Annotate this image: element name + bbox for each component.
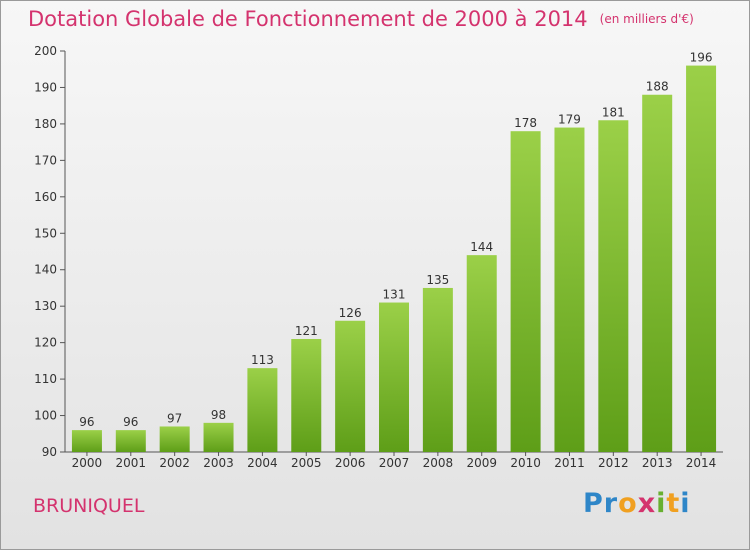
bar [291,338,322,452]
x-tick-label: 2014 [686,456,717,470]
y-tick-label: 170 [34,153,57,167]
logo-letter: t [666,488,681,519]
y-tick-label: 120 [34,336,57,350]
y-tick-label: 110 [34,372,57,386]
bar [554,127,585,453]
data-label: 97 [167,411,182,425]
logo-letter: i [680,488,691,519]
bar [115,430,146,452]
x-tick-label: 2008 [423,456,454,470]
bar [379,302,409,452]
data-label: 144 [470,240,493,254]
data-label: 113 [251,353,274,367]
chart-title: Dotation Globale de Fonctionnement de 20… [28,7,588,31]
bar [159,426,190,452]
logo-letter: o [618,488,638,519]
bar [510,131,541,452]
chart-subtitle: (en milliers d'€) [599,12,694,26]
data-label: 179 [558,113,581,127]
x-tick-label: 2012 [598,456,629,470]
bar [642,94,673,452]
y-tick-label: 130 [34,299,57,313]
data-label: 196 [690,51,713,65]
x-tick-label: 2013 [642,456,673,470]
logo-letter: r [603,488,619,519]
logo-letter: i [656,488,667,519]
y-tick-label: 150 [34,226,57,240]
y-tick-label: 200 [34,44,57,58]
x-tick-label: 2000 [72,456,103,470]
data-label: 96 [123,415,138,429]
x-tick-label: 2002 [159,456,190,470]
data-label: 131 [383,288,406,302]
bar [598,120,629,452]
x-tick-label: 2001 [116,456,147,470]
y-tick-label: 160 [34,190,57,204]
bar [71,430,102,452]
data-label: 135 [426,273,449,287]
bar [466,255,497,452]
proxiti-logo[interactable]: Proxiti [583,488,691,519]
y-tick-label: 140 [34,263,57,277]
commune-name: BRUNIQUEL [33,495,145,517]
bar [247,368,278,452]
bar [335,320,366,452]
x-tick-label: 2004 [247,456,278,470]
data-label: 178 [514,116,537,130]
title-block: Dotation Globale de Fonctionnement de 20… [28,7,694,31]
data-label: 98 [211,408,226,422]
data-label: 96 [79,415,94,429]
data-label: 181 [602,105,625,119]
y-tick-label: 90 [42,445,57,459]
y-tick-label: 100 [34,409,57,423]
x-tick-label: 2003 [203,456,234,470]
x-tick-label: 2010 [510,456,541,470]
data-label: 188 [646,80,669,94]
data-label: 121 [295,324,318,338]
y-tick-label: 190 [34,80,57,94]
x-tick-label: 2007 [379,456,410,470]
logo-letter: P [583,488,604,519]
logo-letter: x [637,488,657,519]
x-tick-label: 2006 [335,456,366,470]
x-tick-label: 2011 [554,456,585,470]
data-label: 126 [339,306,362,320]
bar [203,422,234,452]
x-tick-label: 2009 [466,456,497,470]
y-tick-label: 180 [34,117,57,131]
bar [422,287,453,452]
x-tick-label: 2005 [291,456,322,470]
bar [686,65,717,452]
